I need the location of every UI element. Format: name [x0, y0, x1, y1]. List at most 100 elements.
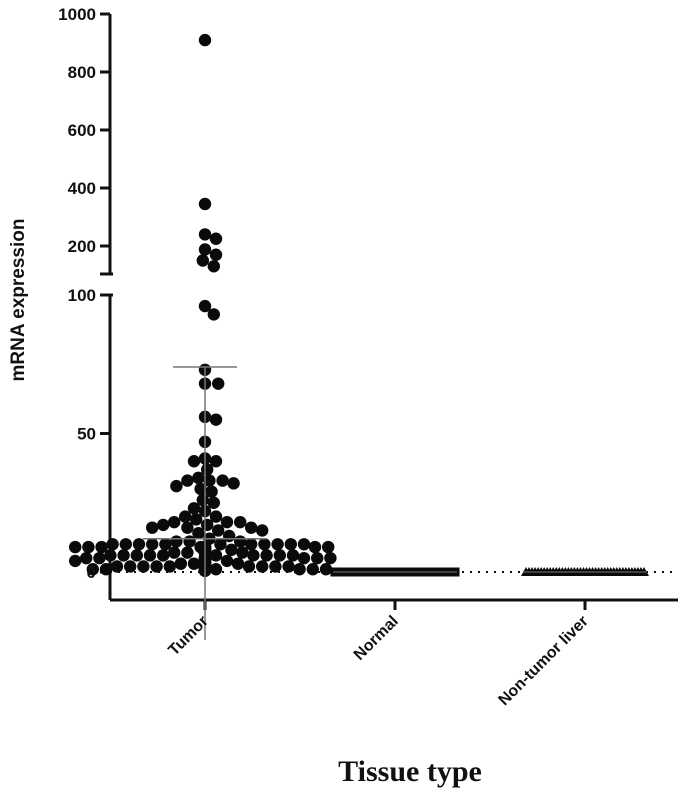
data-point-tumor: [220, 554, 234, 568]
data-point-tumor: [306, 563, 319, 576]
data-point-tumor: [179, 510, 192, 523]
data-point-tumor: [269, 560, 282, 573]
data-point-tumor: [110, 560, 124, 573]
data-point-tumor: [198, 228, 212, 241]
data-point-tumor: [104, 549, 117, 562]
data-point-tumor: [207, 260, 220, 273]
data-point-tumor: [209, 549, 223, 562]
y-tick-label: 600: [68, 121, 96, 140]
data-point-tumor: [216, 474, 229, 487]
data-point-tumor: [163, 560, 176, 573]
data-point-tumor: [157, 518, 170, 532]
data-point-tumor: [209, 413, 223, 426]
data-point-tumor: [146, 521, 159, 534]
y-tick-label: 1000: [58, 5, 96, 24]
data-point-tumor: [106, 538, 119, 551]
data-point-tumor: [69, 554, 82, 568]
data-point-tumor: [117, 549, 130, 562]
data-point-tumor: [124, 560, 137, 573]
x-tick-label: Non-tumor liver: [496, 613, 592, 709]
data-point-tumor: [80, 551, 93, 565]
data-point-tumor: [297, 538, 311, 551]
data-point-tumor: [170, 535, 183, 548]
data-point-tumor: [181, 521, 194, 534]
data-point-tumor: [69, 540, 82, 554]
data-point-tumor: [190, 513, 203, 526]
data-point-tumor: [209, 563, 223, 576]
data-point-tumor: [212, 377, 225, 390]
data-point-tumor: [322, 540, 335, 554]
data-point-tumor: [174, 557, 187, 570]
y-tick-label: 400: [68, 179, 96, 198]
data-point-tumor: [231, 557, 245, 570]
data-point-tumor: [256, 524, 269, 537]
data-point-tumor: [271, 538, 284, 551]
data-point-tumor: [319, 563, 333, 576]
data-point-tumor: [286, 549, 300, 562]
data-point-tumor: [183, 535, 196, 548]
data-point-tumor: [225, 543, 238, 557]
y-tick-label: 0: [87, 563, 96, 582]
data-point-tumor: [207, 496, 220, 509]
y-tick-label: 800: [68, 63, 96, 82]
data-point-tumor: [258, 538, 271, 551]
y-tick-label: 200: [68, 237, 96, 256]
data-point-tumor: [168, 515, 181, 529]
data-point-tumor: [192, 471, 205, 485]
data-point-tumor: [260, 549, 273, 562]
data-point-tumor: [242, 560, 256, 573]
data-point-tumor: [95, 540, 108, 554]
data-point-tumor: [282, 560, 295, 573]
data-point-tumor: [234, 515, 247, 529]
data-point-tumor: [192, 527, 205, 540]
data-point-tumor: [187, 502, 201, 515]
data-point-tumor: [205, 485, 218, 498]
data-point-tumor: [99, 563, 113, 576]
data-point-tumor: [201, 463, 214, 476]
data-point-tumor: [93, 551, 106, 565]
data-point-tumor: [181, 474, 194, 487]
data-point-tumor: [181, 546, 194, 559]
data-point-tumor: [130, 549, 143, 562]
data-point-tumor: [159, 538, 172, 551]
data-point-tumor: [187, 557, 201, 570]
data-point-tumor: [198, 33, 212, 47]
data-point-tumor: [245, 538, 258, 551]
data-point-tumor: [284, 538, 297, 551]
data-point-tumor: [209, 232, 223, 245]
data-point-tumor: [212, 524, 225, 537]
data-point-tumor: [196, 254, 209, 267]
data-point-tumor: [170, 479, 183, 493]
data-point-tumor: [209, 510, 223, 523]
data-point-tumor: [86, 563, 100, 576]
data-point-tumor: [209, 455, 223, 468]
data-point-tumor: [187, 455, 201, 468]
data-point-tumor: [194, 482, 207, 496]
data-point-tumor: [196, 493, 209, 507]
data-point-tumor: [247, 549, 260, 562]
data-point-tumor: [157, 549, 170, 562]
data-point-tumor: [227, 477, 240, 490]
data-point-tumor: [209, 248, 223, 261]
data-point-tumor: [168, 546, 181, 559]
data-point-tumor: [198, 299, 212, 313]
data-point-tumor: [132, 538, 146, 551]
data-point-tumor: [137, 560, 150, 573]
data-point-tumor: [203, 474, 216, 487]
data-point-tumor: [143, 549, 157, 562]
data-point-tumor: [293, 563, 306, 576]
data-point-tumor: [198, 243, 212, 256]
data-point-tumor: [273, 549, 286, 562]
data-point-tumor: [146, 538, 159, 551]
data-point-tumor: [82, 540, 95, 554]
y-tick-label: 100: [68, 286, 96, 305]
data-point-tumor: [308, 540, 322, 554]
data-point-tumor: [220, 515, 234, 529]
data-point-tumor: [119, 538, 132, 551]
data-point-tumor: [150, 560, 163, 573]
data-point-tumor: [214, 538, 227, 551]
data-point-tumor: [245, 521, 258, 534]
y-axis-label: mRNA expression: [8, 219, 29, 382]
